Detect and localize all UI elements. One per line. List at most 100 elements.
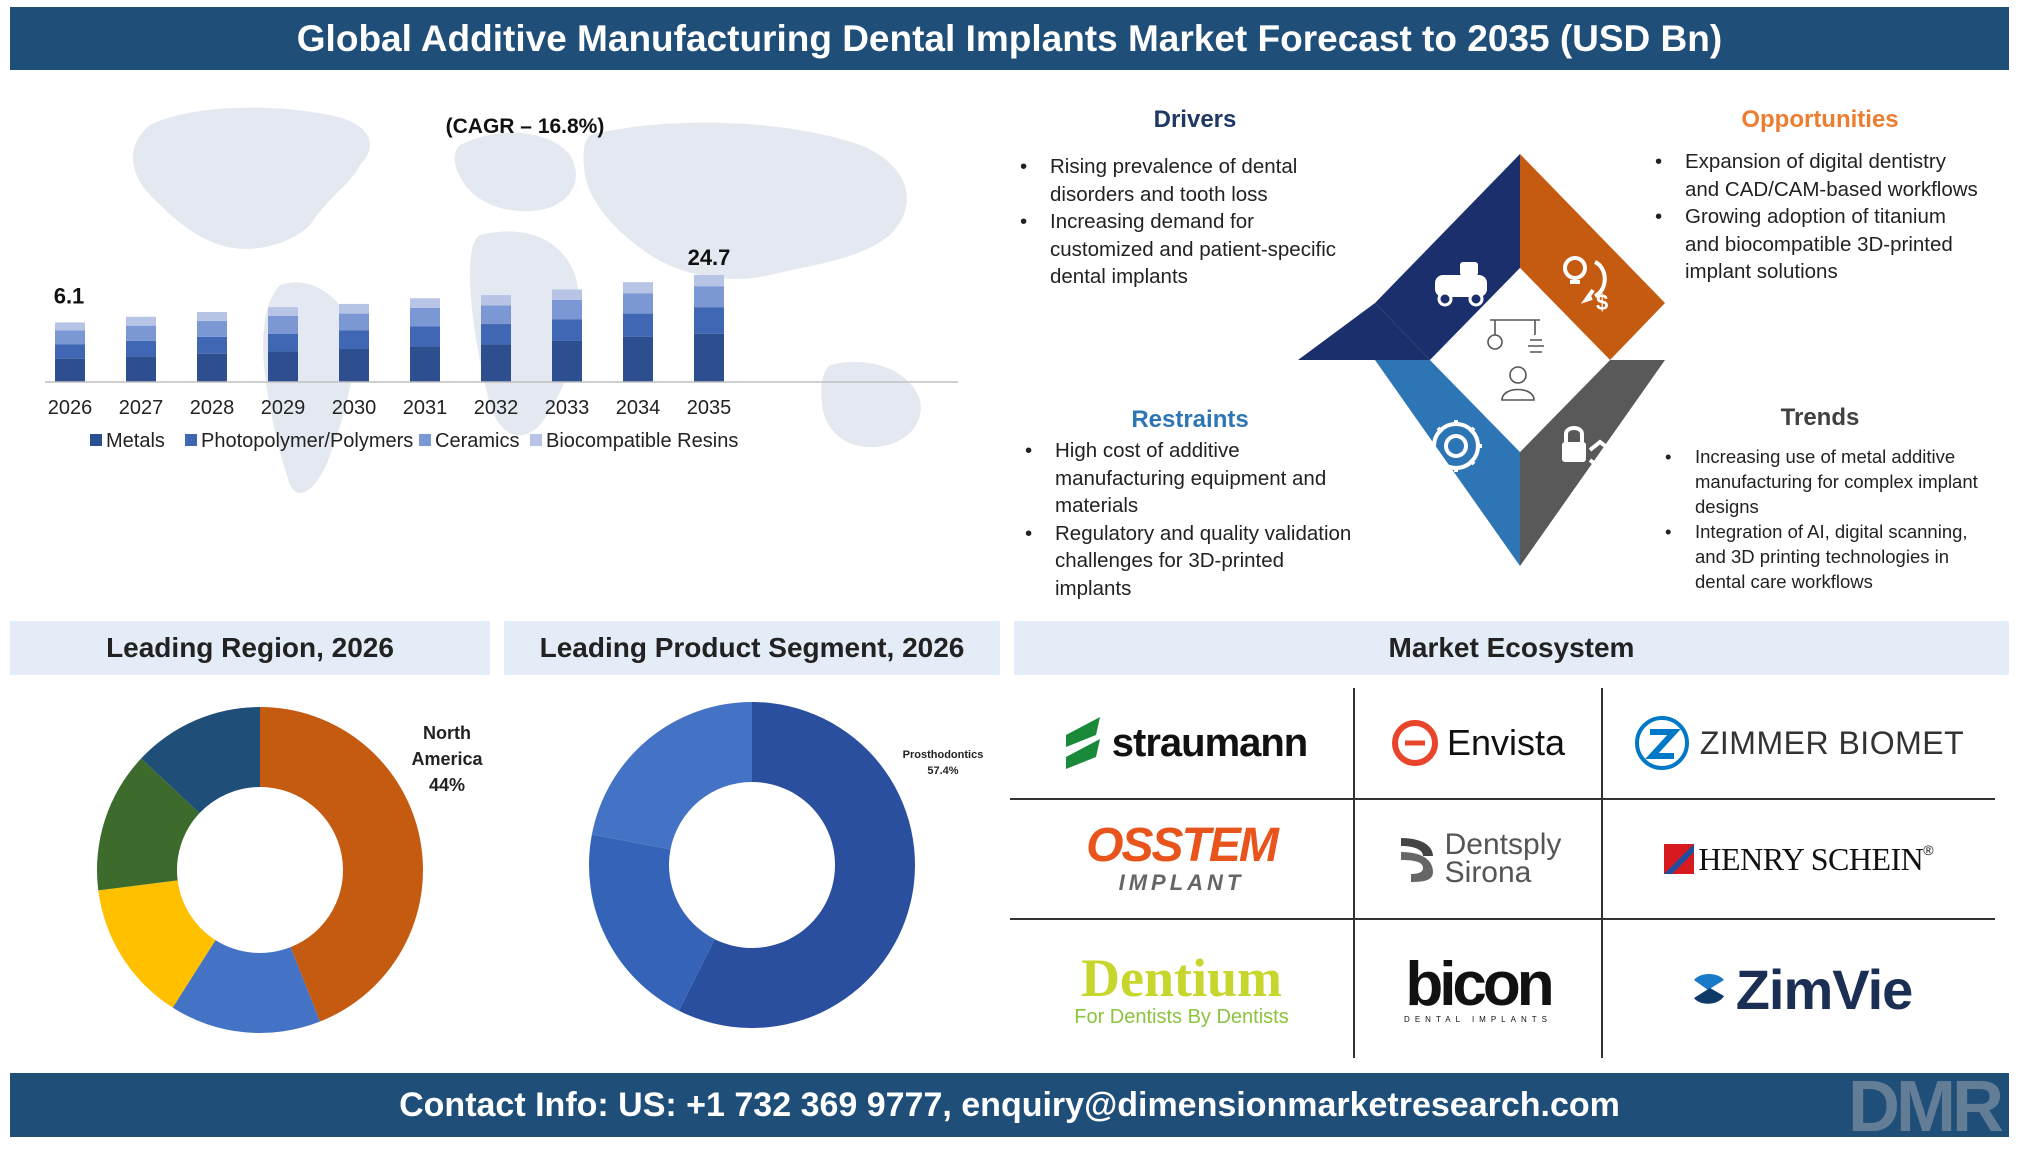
idea-person-icon	[1487, 319, 1544, 401]
dentsply-sirona-logo: Dentsply Sirona	[1355, 800, 1601, 918]
bar-segment	[481, 295, 511, 306]
bar-segment	[552, 299, 582, 320]
page-title: Global Additive Manufacturing Dental Imp…	[10, 7, 2009, 70]
legend-label: Biocompatible Resins	[546, 430, 738, 452]
dentium-text: Dentium	[1081, 947, 1282, 1008]
bar-segment	[552, 289, 582, 300]
dentium-tagline: For Dentists By Dentists	[1074, 1005, 1289, 1028]
donut-slice	[260, 707, 423, 1022]
product-donut-label: Prosthodontics 57.4%	[893, 747, 993, 779]
restraints-quadrant	[1375, 360, 1520, 566]
zimvie-logo: ZimVie	[1603, 920, 1995, 1058]
zimmer-biomet-text: ZIMMER BIOMET	[1699, 724, 1965, 761]
dmr-watermark-logo: DMR	[1848, 1066, 2008, 1147]
trends-title: Trends	[1780, 404, 1860, 431]
contact-footer: Contact Info: US: +1 732 369 9777, enqui…	[10, 1073, 2009, 1137]
bar-segment	[197, 320, 227, 337]
region-label-name: North America	[411, 723, 483, 769]
legend-swatch	[90, 434, 102, 446]
bar-segment	[481, 344, 511, 382]
driver-item: Increasing demand for customized and pat…	[1020, 208, 1350, 291]
bar-segment	[197, 311, 227, 321]
trends-list: Increasing use of metal additive manufac…	[1665, 444, 1995, 594]
bar-segment	[623, 293, 653, 314]
bar-segment	[410, 307, 440, 327]
straumann-logo: straumann	[1010, 688, 1353, 798]
dentsply-text: Dentsply	[1444, 828, 1562, 861]
donut-slice	[591, 702, 752, 850]
legend-label: Ceramics	[435, 430, 519, 452]
robot-car-icon	[1435, 262, 1487, 307]
bicon-sub-text: DENTAL IMPLANTS	[1404, 1014, 1552, 1024]
envista-text: Envista	[1446, 722, 1566, 763]
trend-item: Increasing use of metal additive manufac…	[1665, 444, 1995, 519]
drivers-title: Drivers	[1153, 106, 1237, 133]
dentium-logo: Dentium For Dentists By Dentists	[1010, 920, 1353, 1058]
x-tick-label: 2029	[261, 397, 306, 419]
bar-segment	[339, 330, 369, 349]
bar-segment	[126, 316, 156, 326]
bar-segment	[410, 326, 440, 347]
x-tick-label: 2031	[403, 397, 448, 419]
henry-schein-text: HENRY SCHEIN	[1698, 840, 1924, 877]
bar-segment	[623, 282, 653, 294]
straumann-text: straumann	[1111, 720, 1308, 765]
bar-segment	[268, 333, 298, 352]
bar-segment	[694, 274, 724, 287]
donut-slice	[172, 940, 321, 1033]
x-tick-labels: 2026 2027 2028 2029 2030 2031 2032 2033 2034 2035	[48, 397, 732, 419]
opportunities-title: Opportunities	[1741, 106, 1899, 133]
henry-schein-logo: HENRY SCHEIN ®	[1603, 800, 1995, 918]
restraints-list: High cost of additive manufacturing equi…	[1025, 437, 1355, 602]
bar-segment	[623, 313, 653, 337]
lightbulb-dollar-icon: $	[1563, 256, 1608, 315]
legend-label: Metals	[106, 430, 165, 452]
region-label-value: 44%	[428, 775, 466, 795]
driver-item: Rising prevalence of dental disorders an…	[1020, 153, 1350, 208]
bar-segment	[410, 298, 440, 308]
data-label-first: 6.1	[54, 283, 85, 308]
zimvie-mark-icon	[1693, 974, 1724, 1004]
x-tick-label: 2033	[545, 397, 590, 419]
zimvie-text: ZimVie	[1735, 957, 1914, 1021]
legend-label: Photopolymer/Polymers	[201, 430, 413, 452]
bar-segment	[694, 307, 724, 334]
grid-line	[1601, 688, 1603, 1058]
sirona-text: Sirona	[1444, 856, 1532, 889]
donut-slice	[98, 880, 216, 1008]
opportunity-item: Expansion of digital dentistry and CAD/C…	[1655, 148, 1985, 203]
grid-line	[1010, 918, 1995, 920]
gear-network-icon	[1430, 420, 1482, 472]
donut-slice	[589, 834, 715, 1011]
bicon-logo: bicon DENTAL IMPLANTS	[1355, 920, 1601, 1058]
lock-chart-icon	[1562, 426, 1620, 472]
bar-segment	[55, 322, 85, 331]
region-donut-label: North America 44%	[392, 720, 502, 798]
envista-mark-icon	[1391, 720, 1438, 766]
x-tick-label: 2035	[687, 397, 732, 419]
leading-region-header: Leading Region, 2026	[10, 621, 490, 675]
diamond-center	[1430, 268, 1610, 452]
legend-swatch	[185, 434, 197, 446]
x-tick-label: 2026	[48, 397, 93, 419]
bar-segment	[339, 313, 369, 331]
bar-segment	[481, 324, 511, 345]
envista-logo: Envista	[1355, 688, 1601, 798]
drivers-quadrant	[1375, 154, 1520, 360]
market-bar-chart: 2026 2027 2028 2029 2030 2031 2032 2033 2034 2035…	[45, 107, 958, 494]
bar-segment	[410, 346, 440, 382]
donut-slice	[97, 758, 200, 891]
opportunities-quadrant	[1520, 154, 1665, 360]
bar-segment	[481, 305, 511, 325]
drivers-list: Rising prevalence of dental disorders an…	[1020, 153, 1350, 291]
product-label-name: Prosthodontics	[902, 749, 984, 761]
drot-diamond: $	[1298, 154, 1665, 566]
leading-product-header: Leading Product Segment, 2026	[504, 621, 1000, 675]
chart-legend: Metals Photopolymer/Polymers Ceramics Bioco…	[90, 430, 738, 452]
bar-segment	[126, 340, 156, 357]
donut-slice	[678, 702, 915, 1028]
dentsply-mark-icon	[1400, 838, 1433, 882]
bar-segment	[197, 336, 227, 354]
market-ecosystem-header: Market Ecosystem	[1014, 621, 2009, 675]
x-tick-label: 2030	[332, 397, 377, 419]
